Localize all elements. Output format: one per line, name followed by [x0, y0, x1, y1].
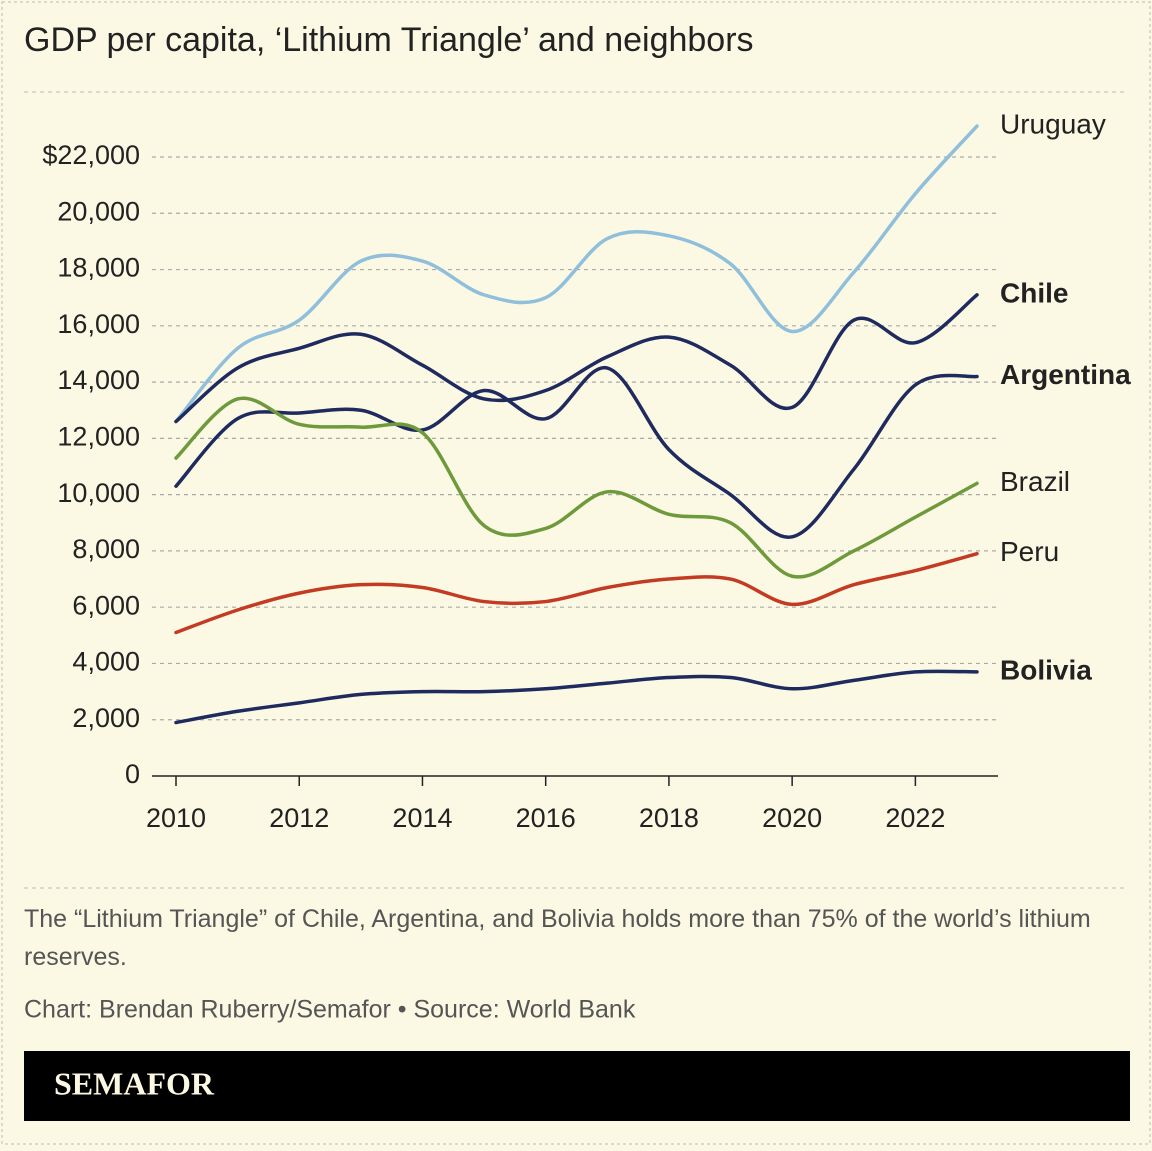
- y-tick-label: 14,000: [57, 365, 140, 395]
- y-tick-label: $22,000: [42, 140, 140, 170]
- series-label: Brazil: [1000, 466, 1070, 497]
- y-tick-label: 20,000: [57, 196, 140, 226]
- y-tick-label: 2,000: [72, 703, 140, 733]
- x-tick-label: 2014: [392, 803, 452, 833]
- y-tick-label: 6,000: [72, 590, 140, 620]
- y-tick-label: 8,000: [72, 534, 140, 564]
- y-tick-label: 12,000: [57, 421, 140, 451]
- series-label: Argentina: [1000, 359, 1131, 390]
- series-line: [174, 396, 979, 579]
- x-tick-label: 2018: [639, 803, 699, 833]
- chart-title: GDP per capita, ‘Lithium Triangle’ and n…: [24, 21, 754, 59]
- x-tick-label: 2022: [885, 803, 945, 833]
- series-line: [174, 124, 979, 424]
- series-label: Peru: [1000, 536, 1059, 567]
- note-box: The “Lithium Triangle” of Chile, Argenti…: [24, 905, 1091, 971]
- series-label: Uruguay: [1000, 108, 1106, 139]
- x-tick-label: 2020: [762, 803, 822, 833]
- series-label: Chile: [1000, 277, 1068, 308]
- y-tick-label: 4,000: [72, 647, 140, 677]
- brand-bar: [24, 1051, 1130, 1121]
- credit: Chart: Brendan Ruberry/Semafor • Source:…: [24, 996, 636, 1024]
- note: The “Lithium Triangle” of Chile, Argenti…: [24, 905, 1091, 971]
- series-line: [174, 551, 979, 635]
- y-tick-label: 16,000: [57, 309, 140, 339]
- series-label: Bolivia: [1000, 654, 1092, 685]
- series-line: [174, 366, 979, 539]
- series-line: [174, 293, 979, 424]
- x-tick-label: 2010: [146, 803, 206, 833]
- y-tick-label: 10,000: [57, 478, 140, 508]
- series-line: [174, 669, 979, 725]
- y-tick-label: 0: [125, 759, 140, 789]
- x-tick-label: 2012: [269, 803, 329, 833]
- y-tick-label: 18,000: [57, 253, 140, 283]
- brand: SEMAFOR: [54, 1065, 215, 1101]
- x-tick-label: 2016: [516, 803, 576, 833]
